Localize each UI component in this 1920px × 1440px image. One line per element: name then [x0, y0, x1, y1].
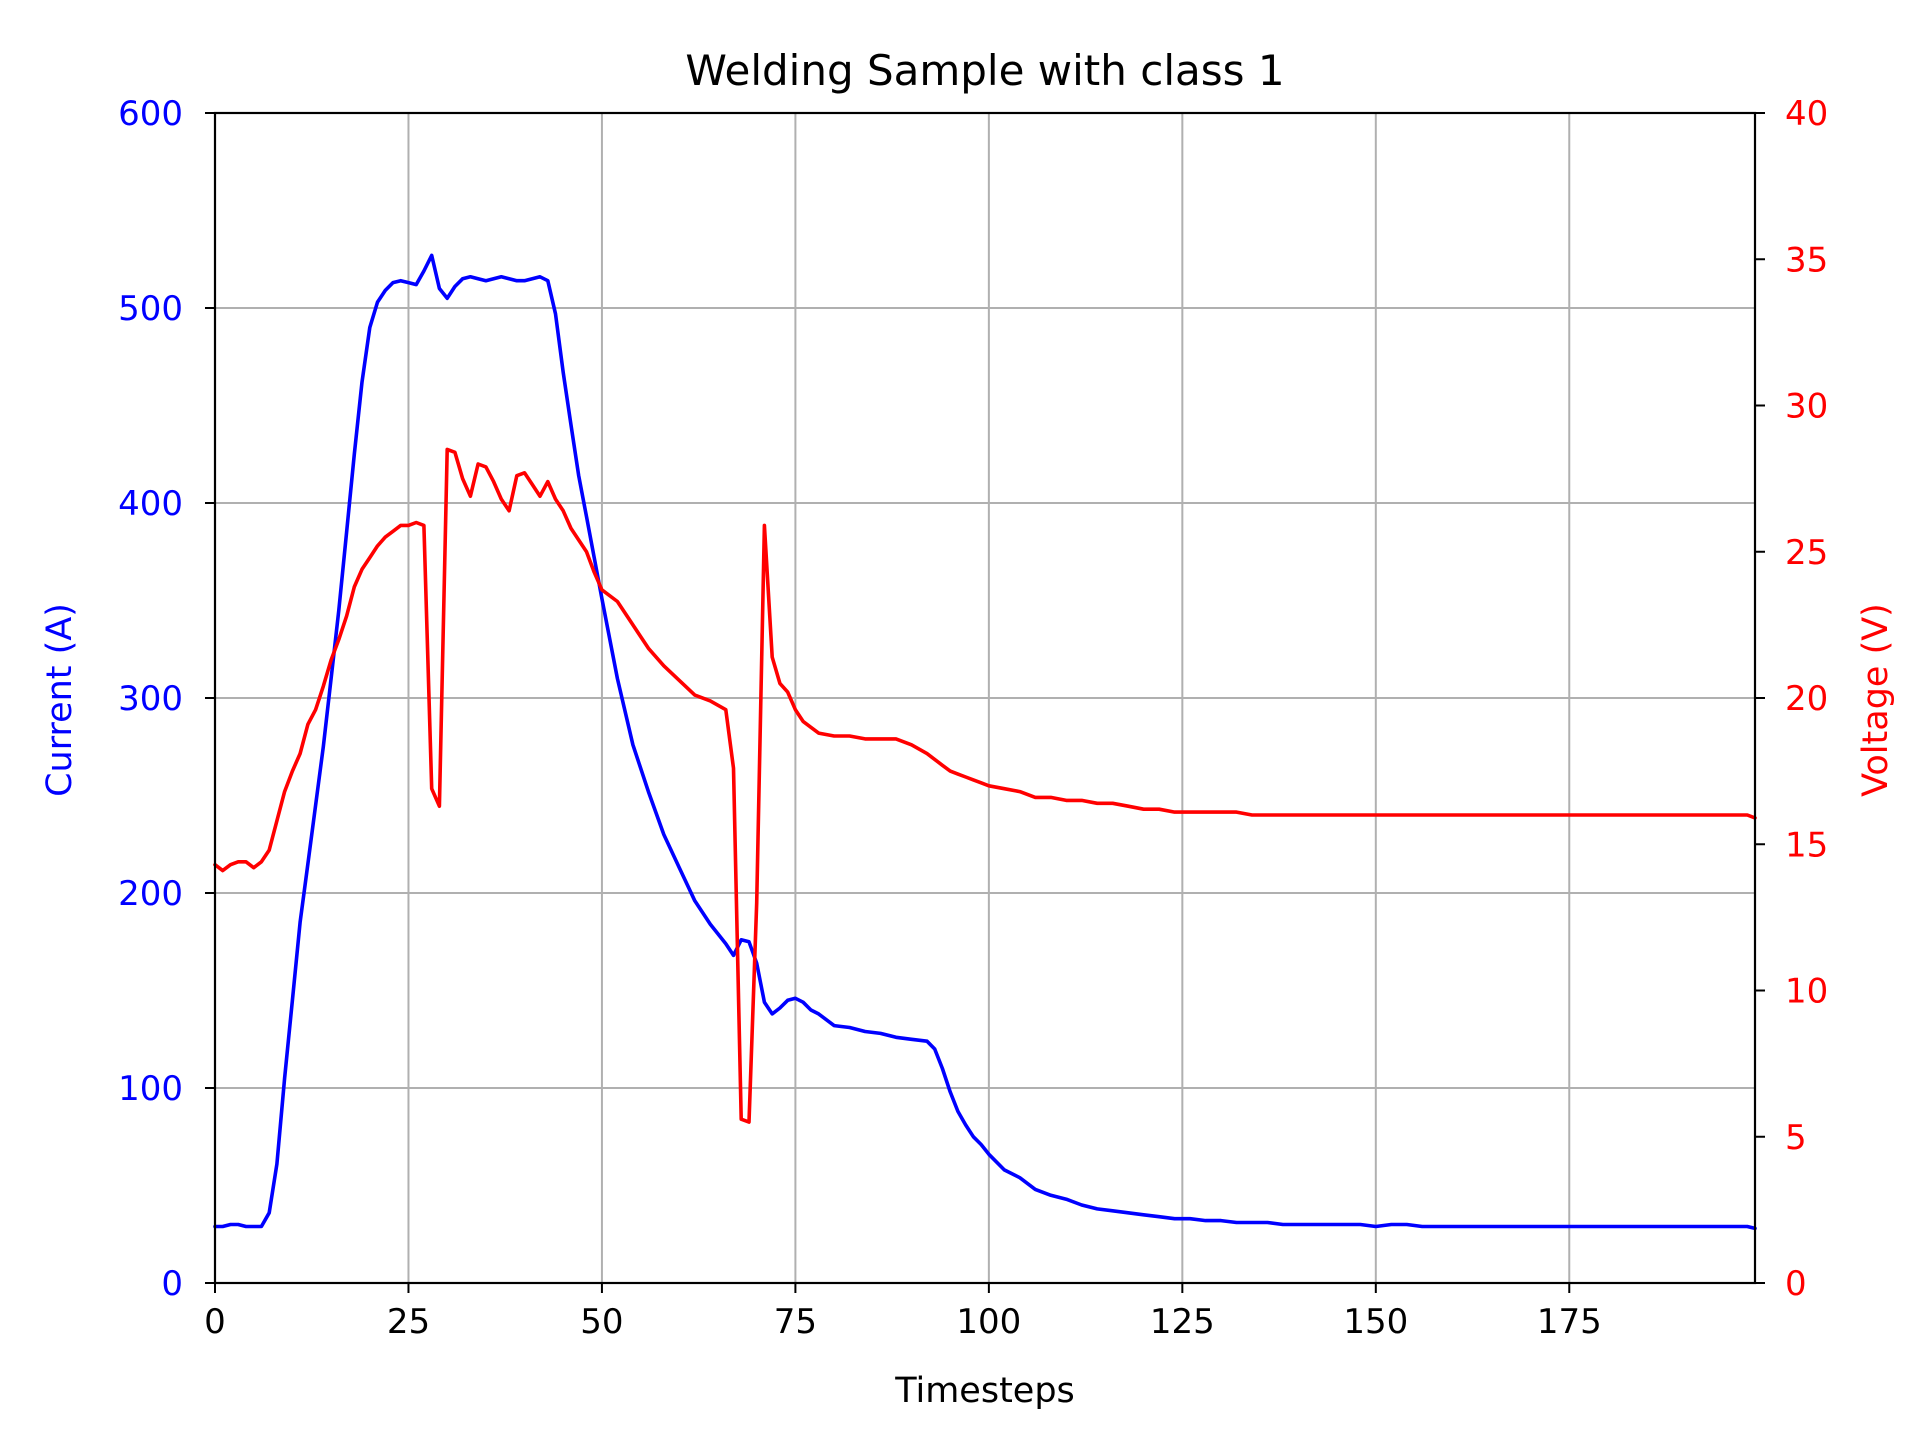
- right-y-tick-label: 5: [1785, 1118, 1807, 1158]
- left-y-tick-label: 300: [118, 679, 183, 719]
- right-y-tick-label: 20: [1785, 679, 1828, 719]
- voltage-series-line: [213, 447, 1757, 1124]
- x-axis-title: Timesteps: [894, 1371, 1075, 1411]
- right-y-tick-label: 25: [1785, 533, 1828, 573]
- x-tick-label: 150: [1343, 1302, 1408, 1342]
- x-tick-label: 100: [956, 1302, 1021, 1342]
- left-y-tick-label: 400: [118, 484, 183, 524]
- left-y-axis-title: Current (A): [40, 603, 80, 797]
- right-y-tick-label: 30: [1785, 387, 1828, 427]
- right-y-tick-label: 35: [1785, 240, 1828, 280]
- x-tick-label: 125: [1150, 1302, 1215, 1342]
- chart-title: Welding Sample with class 1: [685, 46, 1284, 95]
- x-tick-label: 0: [204, 1302, 226, 1342]
- x-tick-label: 50: [580, 1302, 623, 1342]
- x-tick-label: 25: [387, 1302, 430, 1342]
- right-y-tick-label: 15: [1785, 825, 1828, 865]
- left-y-tick-label: 200: [118, 874, 183, 914]
- left-y-tick-label: 0: [161, 1264, 183, 1304]
- right-y-tick-label: 40: [1785, 94, 1828, 134]
- current-series-line: [213, 253, 1757, 1231]
- right-y-tick-label: 10: [1785, 972, 1828, 1012]
- axes: 0 25 50 75 100 125 150 175 0 100 200 300 400 500 600 0 5…: [118, 94, 1828, 1342]
- x-tick-label: 175: [1537, 1302, 1602, 1342]
- grid: [214, 112, 1755, 1284]
- right-y-axis-title: Voltage (V): [1856, 603, 1896, 797]
- left-y-tick-label: 600: [118, 94, 183, 134]
- left-y-tick-label: 100: [118, 1069, 183, 1109]
- series-layer: [213, 253, 1757, 1231]
- left-y-tick-label: 500: [118, 289, 183, 329]
- x-tick-label: 75: [774, 1302, 817, 1342]
- right-y-tick-label: 0: [1785, 1264, 1807, 1304]
